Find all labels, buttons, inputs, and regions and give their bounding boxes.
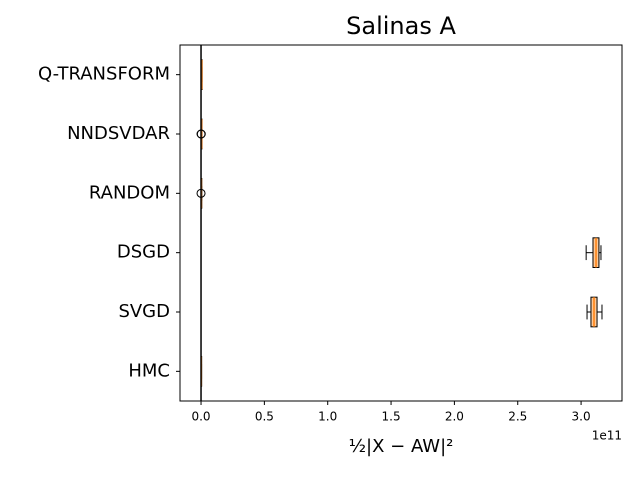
y-tick-label: Q-TRANSFORM bbox=[38, 64, 170, 85]
offset-text: 1e11 bbox=[592, 429, 622, 443]
y-tick-label: NNDSVDAR bbox=[67, 123, 170, 144]
x-tick-label: 0.0 bbox=[191, 410, 210, 424]
y-tick-label: RANDOM bbox=[89, 182, 170, 203]
plot-frame bbox=[179, 44, 623, 402]
x-tick-label: 2.0 bbox=[445, 410, 464, 424]
x-tick-label: 2.5 bbox=[508, 410, 527, 424]
chart-title: Salinas A bbox=[346, 12, 456, 40]
x-tick-label: 1.0 bbox=[318, 410, 337, 424]
y-tick-label: SVGD bbox=[118, 301, 170, 322]
y-tick-label: HMC bbox=[128, 360, 170, 381]
x-tick-label: 1.5 bbox=[382, 410, 401, 424]
x-tick-label: 0.5 bbox=[255, 410, 274, 424]
x-tick-label: 3.0 bbox=[572, 410, 591, 424]
x-axis-label: ½|X − AW|² bbox=[349, 436, 454, 457]
y-tick-label: DSGD bbox=[117, 242, 170, 263]
